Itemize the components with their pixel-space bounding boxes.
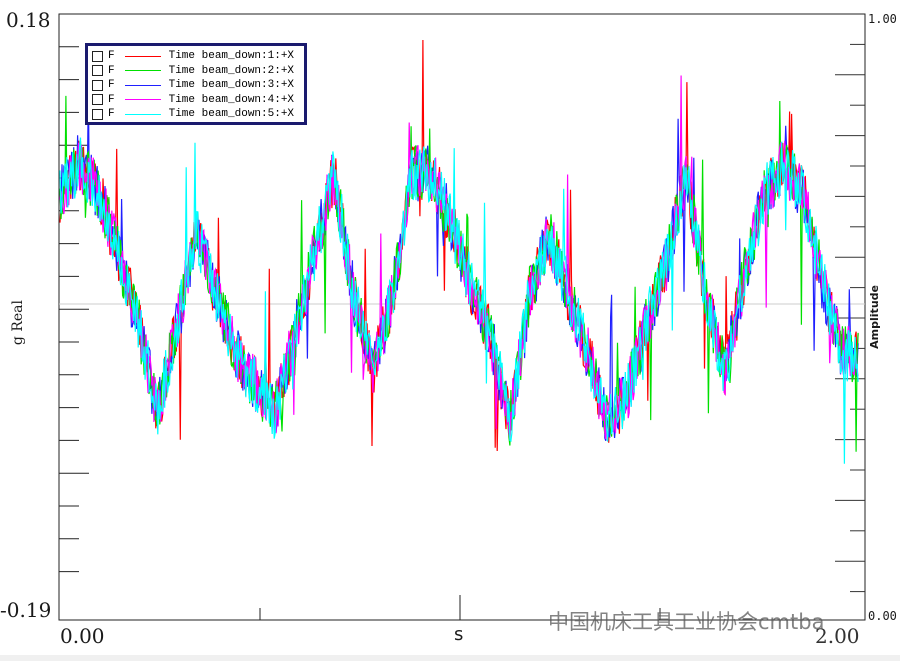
legend-swatch [124, 84, 161, 86]
legend-label: Time beam_down:3:+X [168, 79, 295, 92]
y-tick-label-max: 0.18 [6, 8, 51, 32]
legend-prefix: F [108, 108, 115, 121]
right-tick-label-min: 0.00 [868, 609, 897, 623]
legend-prefix: F [108, 93, 115, 106]
checkbox[interactable] [92, 94, 103, 106]
checkbox[interactable] [92, 65, 103, 77]
legend-item[interactable]: F Time beam_down:4:+X [92, 93, 304, 108]
x-tick-label-max: 2.00 [815, 624, 860, 648]
legend-swatch [124, 113, 161, 115]
series-line-4 [59, 75, 859, 440]
checkbox[interactable] [92, 108, 103, 120]
legend-item[interactable]: F Time beam_down:3:+X [92, 78, 304, 93]
legend: F Time beam_down:1:+X F Time beam_down:2:+X… [85, 43, 307, 125]
legend-label: Time beam_down:4:+X [168, 93, 295, 106]
legend-swatch [124, 70, 161, 72]
legend-label: Time beam_down:5:+X [168, 108, 295, 121]
checkbox[interactable] [92, 50, 103, 62]
checkbox[interactable] [92, 79, 103, 91]
legend-prefix: F [108, 50, 115, 63]
x-tick-label-min: 0.00 [60, 624, 105, 648]
legend-swatch [124, 99, 161, 101]
right-tick-label-max: 1.00 [868, 12, 897, 26]
x-axis-label: s [454, 624, 464, 645]
legend-item[interactable]: F Time beam_down:1:+X [92, 49, 304, 64]
watermark: 中国机床工具工业协会cmtba [548, 610, 825, 634]
legend-label: Time beam_down:1:+X [168, 50, 295, 63]
legend-item[interactable]: F Time beam_down:5:+X [92, 107, 304, 122]
legend-item[interactable]: F Time beam_down:2:+X [92, 64, 304, 79]
right-axis-label: Amplitude [868, 285, 881, 349]
legend-label: Time beam_down:2:+X [168, 64, 295, 77]
legend-prefix: F [108, 79, 115, 92]
series-line-5 [59, 137, 859, 464]
legend-swatch [124, 55, 161, 57]
legend-prefix: F [108, 64, 115, 77]
y-tick-label-min: -0.19 [0, 598, 52, 622]
bottom-bar [0, 655, 900, 661]
y-axis-label: g Real [10, 300, 26, 346]
